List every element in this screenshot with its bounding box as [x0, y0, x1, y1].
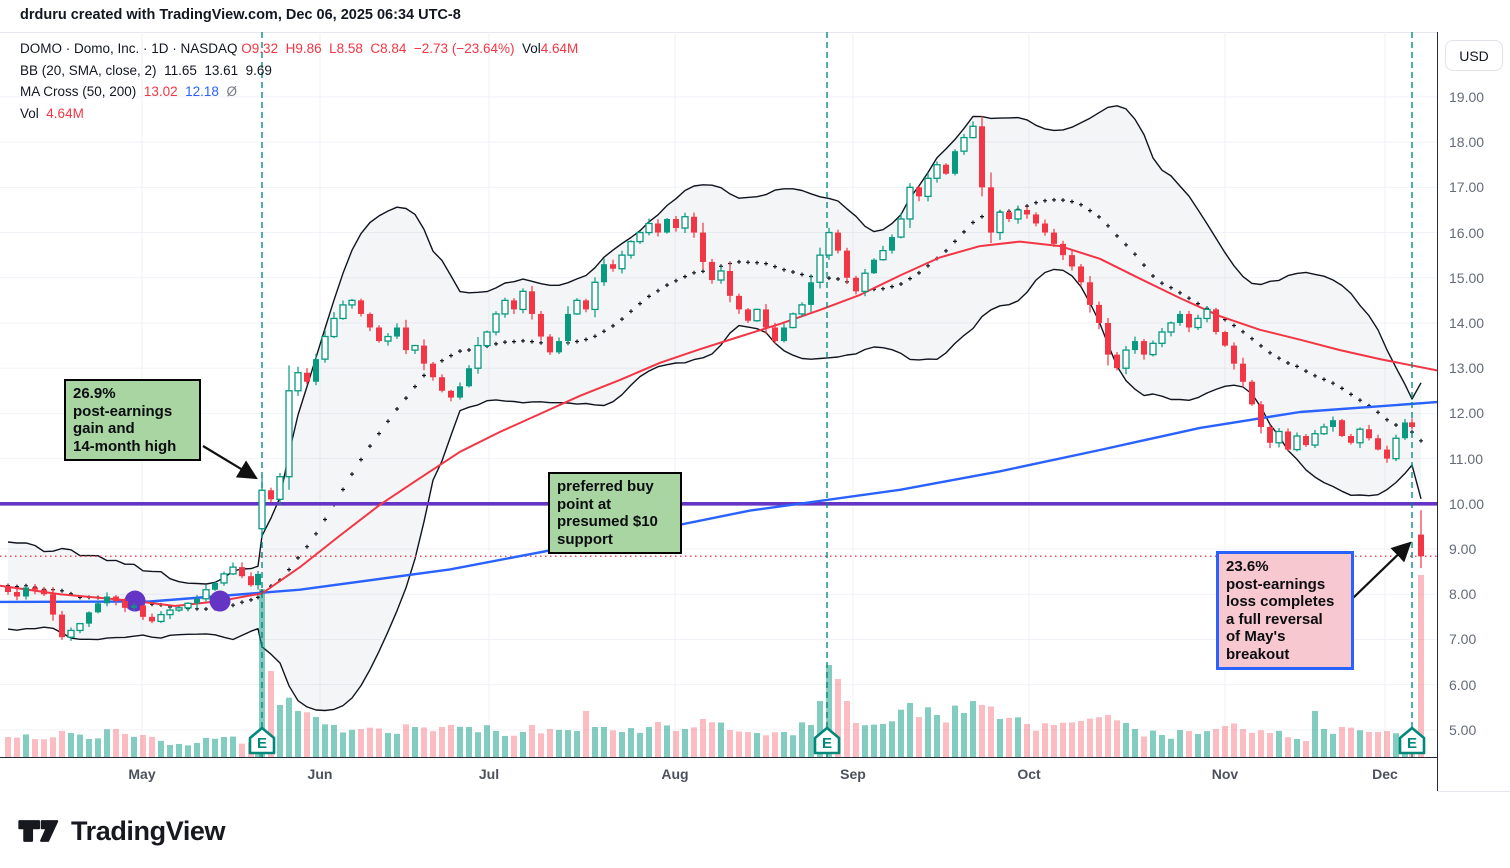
moving-averages	[0, 240, 1437, 612]
macross-label: MA Cross (50, 200)	[20, 84, 137, 99]
annotation-line: 23.6%	[1226, 558, 1269, 575]
legend-spacer2	[514, 41, 522, 56]
month-label: Dec	[1372, 766, 1398, 782]
price-tick-label: 16.00	[1449, 224, 1485, 241]
price-tick-label: 18.00	[1449, 134, 1485, 151]
vol-value: 4.64M	[540, 41, 579, 56]
chart-legend: DOMO · Domo, Inc. · 1D · NASDAQ O9.32 H9…	[20, 38, 578, 124]
annotation-line: presumed $10	[557, 513, 658, 530]
symbol-title: DOMO · Domo, Inc. · 1D · NASDAQ	[20, 41, 238, 56]
legend-volume-row[interactable]: Vol 4.64M	[20, 103, 578, 125]
price-tick-label: 10.00	[1449, 495, 1485, 512]
price-tick-label: 6.00	[1449, 676, 1477, 693]
legend-bb-row[interactable]: BB (20, SMA, close, 2) 11.65 13.61 9.69	[20, 60, 578, 82]
bb-label: BB (20, SMA, close, 2)	[20, 62, 157, 78]
macross-empty: Ø	[226, 84, 237, 99]
ma50-line	[0, 240, 1437, 607]
footer-brand[interactable]: TradingView	[18, 810, 226, 852]
price-tick-label: 5.00	[1449, 721, 1477, 738]
month-label: Nov	[1211, 766, 1239, 782]
legend-spacer5	[178, 84, 186, 99]
price-tick-label: 14.00	[1449, 314, 1485, 331]
ohlc-values: O9.32 H9.86 L8.58 C8.84 −2.73 (−23.64%)	[241, 41, 515, 56]
annotation-post-earnings-loss[interactable]: 23.6% post-earnings loss completes a full r…	[1216, 551, 1354, 670]
volume-ind-label: Vol	[20, 105, 39, 121]
annotation-buy-point[interactable]: preferred buy point at presumed $10 support	[548, 472, 682, 554]
price-tick-label: 13.00	[1449, 360, 1485, 377]
price-tick-label: 8.00	[1449, 586, 1477, 603]
month-label: Jun	[307, 766, 333, 782]
annotation-line: post-earnings	[1226, 575, 1326, 593]
annotation-line: point at	[557, 495, 612, 513]
annotation-line: preferred buy	[557, 478, 654, 495]
currency-button[interactable]: USD	[1445, 40, 1503, 71]
annotation-line: post-earnings	[73, 402, 173, 420]
annotation-line: support	[557, 530, 613, 548]
annotation-arrow	[1351, 541, 1412, 600]
top-divider	[0, 32, 1510, 33]
price-tick-label: 11.00	[1449, 450, 1483, 467]
earnings-badge[interactable]: E	[813, 726, 841, 755]
month-label: Jul	[478, 766, 500, 782]
tradingview-logo-icon	[18, 820, 59, 842]
price-tick-label: 19.00	[1449, 88, 1485, 105]
time-axis[interactable]: May Jun Jul Aug Sep Oct Nov Dec	[0, 757, 1437, 792]
annotation-line: 26.9%	[73, 385, 116, 402]
price-tick-label: 17.00	[1449, 179, 1485, 196]
bb-values: 11.65 13.61 9.69	[164, 62, 272, 78]
month-label: Oct	[1017, 766, 1041, 782]
price-tick-label: 7.00	[1449, 631, 1477, 648]
svg-text:E: E	[257, 735, 267, 752]
price-axis[interactable]: USD 19.00 18.00 17.00 16.00 15.00 14.00 13.00 1…	[1437, 32, 1510, 791]
ma200-value: 12.18	[185, 84, 219, 99]
ma50-value: 13.02	[143, 84, 178, 99]
bollinger-band	[6, 105, 1423, 712]
svg-text:E: E	[822, 735, 832, 752]
legend-macross-row[interactable]: MA Cross (50, 200) 13.02 12.18 Ø	[20, 81, 578, 103]
brand-text: TradingView	[71, 815, 226, 846]
earnings-badge[interactable]: E	[1398, 726, 1426, 755]
volume-ind-value: 4.64M	[46, 105, 84, 121]
month-label: Sep	[840, 766, 866, 782]
annotation-line: breakout	[1226, 645, 1290, 663]
price-tick-label: 15.00	[1449, 269, 1485, 286]
month-label: Aug	[661, 766, 689, 782]
ma200-line	[0, 400, 1437, 604]
vol-label: Vol	[522, 41, 541, 56]
annotation-line: 14-month high	[73, 437, 177, 455]
annotation-line: of May's	[1226, 628, 1286, 645]
attribution-text: drduru created with TradingView.com, Dec…	[20, 7, 461, 23]
price-tick-label: 9.00	[1449, 541, 1477, 558]
annotation-line: loss completes	[1226, 593, 1335, 610]
annotation-breakout[interactable]: 26.9% post-earnings gain and 14-month high	[64, 379, 201, 461]
earnings-badge[interactable]: E	[248, 726, 276, 755]
annotation-arrow	[202, 445, 258, 480]
price-tick-label: 12.00	[1449, 405, 1485, 422]
annotation-line: gain and	[73, 420, 135, 437]
legend-spacer3	[157, 63, 165, 78]
svg-text:E: E	[1407, 735, 1417, 752]
month-label: May	[128, 766, 156, 782]
legend-symbol-row[interactable]: DOMO · Domo, Inc. · 1D · NASDAQ O9.32 H9…	[20, 38, 578, 60]
ma-cross-marker	[209, 590, 231, 612]
legend-spacer4	[136, 84, 144, 99]
annotation-line: a full reversal	[1226, 610, 1323, 628]
candles	[5, 116, 1424, 641]
